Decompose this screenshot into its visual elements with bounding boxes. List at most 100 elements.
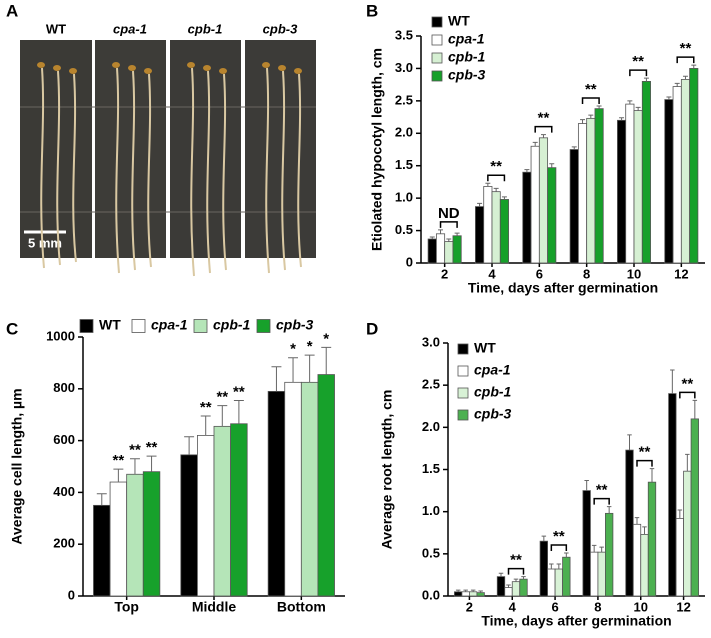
x-tick-label: 4 bbox=[509, 599, 517, 614]
error-bar bbox=[454, 232, 460, 236]
error-bar bbox=[446, 238, 452, 242]
legend-swatch bbox=[431, 70, 443, 82]
error-bar bbox=[541, 535, 547, 542]
x-tick-label: Bottom bbox=[277, 599, 326, 615]
seedling bbox=[56, 70, 61, 266]
error-bar bbox=[596, 105, 602, 109]
seedling bbox=[297, 73, 302, 268]
legend-swatch bbox=[131, 319, 146, 333]
significance-label: ** bbox=[596, 482, 608, 499]
bar bbox=[230, 423, 248, 597]
error-bar bbox=[532, 141, 538, 147]
x-tick-label: 2 bbox=[441, 266, 448, 281]
error-bar bbox=[642, 526, 647, 535]
panel-letter: D bbox=[366, 319, 378, 338]
significance-bracket bbox=[636, 459, 653, 467]
y-tick-label: 0.0 bbox=[422, 587, 440, 602]
x-tick-label: Top bbox=[114, 599, 139, 615]
significance-label: ** bbox=[585, 81, 597, 98]
y-axis-label: Average cell length, µm bbox=[9, 388, 25, 544]
bar bbox=[547, 568, 556, 597]
bar bbox=[444, 241, 454, 264]
bar bbox=[597, 551, 606, 597]
error-bar bbox=[691, 64, 697, 69]
photo bbox=[245, 40, 316, 258]
bar bbox=[267, 390, 286, 597]
error-bar bbox=[627, 100, 633, 105]
bar bbox=[427, 238, 437, 264]
bar bbox=[454, 591, 463, 597]
bar bbox=[647, 481, 657, 597]
bar bbox=[569, 149, 579, 264]
bar bbox=[300, 381, 319, 597]
x-tick-label: 8 bbox=[583, 266, 590, 281]
error-bar bbox=[692, 399, 698, 419]
significance-bracket bbox=[593, 497, 610, 505]
bar bbox=[476, 592, 485, 597]
y-tick-label: 3.0 bbox=[422, 334, 440, 349]
x-axis-label: Time, days after germination bbox=[468, 280, 658, 296]
bar bbox=[683, 470, 692, 597]
significance-label: ** bbox=[490, 158, 502, 175]
significance-label: ** bbox=[216, 389, 228, 406]
error-bar bbox=[571, 146, 577, 150]
legend-label: cpb-3 bbox=[474, 406, 512, 422]
bar bbox=[197, 435, 215, 597]
bar bbox=[496, 576, 506, 597]
photo bbox=[20, 40, 92, 258]
significance-label: * bbox=[307, 338, 313, 355]
legend-label: WT bbox=[99, 317, 121, 333]
bar bbox=[582, 490, 591, 597]
error-bar bbox=[271, 366, 282, 392]
significance-label: * bbox=[290, 341, 296, 358]
error-bar bbox=[674, 82, 680, 87]
cotyledon bbox=[37, 62, 45, 68]
error-bar bbox=[666, 96, 672, 100]
error-bar bbox=[485, 182, 491, 187]
x-tick-label: 2 bbox=[466, 599, 473, 614]
seedling bbox=[222, 73, 227, 271]
bar bbox=[680, 79, 691, 264]
legend-label: WT bbox=[474, 340, 496, 356]
photo bbox=[170, 40, 241, 258]
bar bbox=[180, 454, 198, 597]
seedling bbox=[206, 70, 211, 274]
significance-bracket bbox=[534, 125, 553, 133]
bar bbox=[530, 145, 540, 264]
error-bar bbox=[200, 415, 211, 436]
y-tick-label: 2.0 bbox=[422, 419, 440, 434]
error-bar bbox=[685, 453, 690, 472]
significance-label: ** bbox=[538, 110, 550, 127]
significance-label: ND bbox=[438, 205, 460, 222]
cotyledon bbox=[187, 62, 195, 68]
error-bar bbox=[501, 196, 507, 200]
bar bbox=[452, 235, 462, 264]
legend-swatch bbox=[79, 319, 94, 333]
photo-label: cpb-1 bbox=[188, 21, 223, 36]
bar bbox=[562, 556, 571, 597]
cotyledon bbox=[262, 62, 270, 68]
significance-label: ** bbox=[113, 452, 125, 469]
legend-label: cpb-3 bbox=[448, 67, 486, 83]
cotyledon bbox=[128, 65, 136, 71]
error-bar bbox=[184, 436, 195, 455]
error-bar bbox=[549, 163, 555, 168]
legend-swatch bbox=[193, 319, 208, 333]
error-bar bbox=[113, 468, 124, 483]
error-bar bbox=[584, 479, 589, 491]
bar bbox=[668, 393, 677, 597]
significance-label: ** bbox=[146, 439, 158, 456]
cotyledon bbox=[294, 68, 302, 74]
legend-label: cpa-1 bbox=[448, 31, 485, 47]
seedling bbox=[131, 70, 136, 271]
x-tick-label: 10 bbox=[634, 599, 648, 614]
significance-bracket bbox=[629, 69, 648, 77]
bar bbox=[435, 233, 446, 264]
error-bar bbox=[463, 589, 468, 592]
error-bar bbox=[498, 572, 504, 577]
significance-label: ** bbox=[681, 375, 693, 392]
y-tick-label: 1.5 bbox=[422, 461, 440, 476]
bar bbox=[284, 381, 302, 597]
